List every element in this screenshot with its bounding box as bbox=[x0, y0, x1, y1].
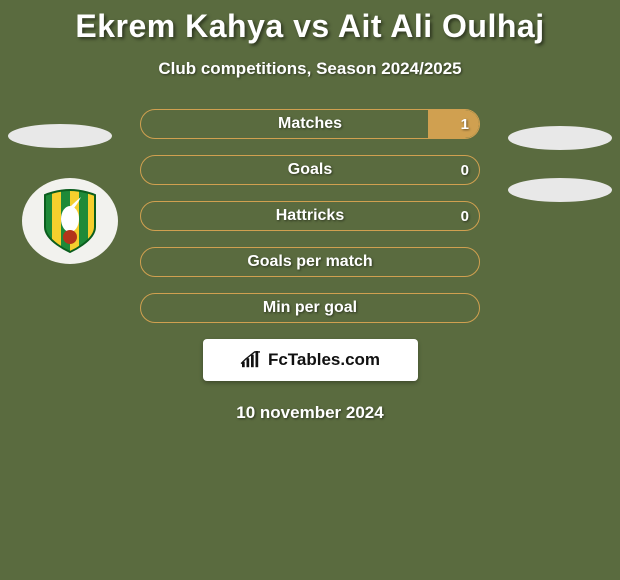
stat-row: Matches 1 bbox=[140, 109, 480, 139]
date-text: 10 november 2024 bbox=[0, 403, 620, 423]
player-left-ellipse-top bbox=[8, 124, 112, 148]
stat-label: Min per goal bbox=[263, 299, 357, 317]
stat-bar-right bbox=[428, 110, 479, 138]
club-badge-left bbox=[22, 178, 118, 264]
stat-value-right: 0 bbox=[461, 208, 469, 225]
subtitle: Club competitions, Season 2024/2025 bbox=[0, 59, 620, 79]
club-shield-icon bbox=[43, 189, 97, 253]
page-title: Ekrem Kahya vs Ait Ali Oulhaj bbox=[0, 0, 620, 45]
stats-list: Matches 1 Goals 0 Hattricks 0 Goals per match M… bbox=[140, 109, 480, 323]
stat-value-right: 1 bbox=[461, 116, 469, 133]
player-right-ellipse-top bbox=[508, 126, 612, 150]
brand-text: FcTables.com bbox=[268, 350, 380, 370]
bar-chart-icon bbox=[240, 351, 262, 369]
brand-badge: FcTables.com bbox=[203, 339, 418, 381]
stat-label: Goals per match bbox=[247, 253, 372, 271]
stat-label: Hattricks bbox=[276, 207, 344, 225]
stat-row: Min per goal bbox=[140, 293, 480, 323]
stat-label: Goals bbox=[288, 161, 332, 179]
player-right-ellipse-bottom bbox=[508, 178, 612, 202]
stat-row: Goals 0 bbox=[140, 155, 480, 185]
stat-row: Hattricks 0 bbox=[140, 201, 480, 231]
stat-value-right: 0 bbox=[461, 162, 469, 179]
stat-row: Goals per match bbox=[140, 247, 480, 277]
stat-label: Matches bbox=[278, 115, 342, 133]
